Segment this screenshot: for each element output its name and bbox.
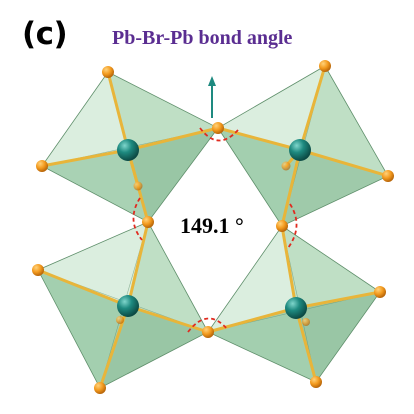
octahedron-bottom-right xyxy=(207,225,381,383)
br-atom xyxy=(32,264,44,276)
angle-marker-bottom xyxy=(187,317,229,333)
br-atom xyxy=(319,60,331,72)
br-atoms xyxy=(32,60,394,394)
br-atom xyxy=(310,376,322,388)
pb-atom xyxy=(289,139,311,161)
br-atom xyxy=(276,220,288,232)
pb-atom xyxy=(117,295,139,317)
panel-label: (c) xyxy=(22,16,68,52)
br-atom xyxy=(36,160,48,172)
br-atom xyxy=(102,66,114,78)
br-atom xyxy=(202,326,214,338)
br-atom xyxy=(94,382,106,394)
angle-markers xyxy=(132,127,298,333)
octahedron-top-left xyxy=(41,71,219,223)
pb-atoms xyxy=(117,139,311,319)
angle-marker-top xyxy=(199,127,239,142)
br-atom xyxy=(212,122,224,134)
br-atom xyxy=(382,170,394,182)
br-atom xyxy=(142,216,154,228)
pb-br-bonds xyxy=(36,64,390,390)
pb-atom xyxy=(117,139,139,161)
diagram-title: Pb-Br-Pb bond angle xyxy=(112,27,293,49)
angle-marker-left xyxy=(132,197,143,241)
pb-atom xyxy=(285,297,307,319)
arrow-up-icon xyxy=(208,76,216,118)
br-atoms-back xyxy=(116,161,310,326)
bond-angle-value: 149.1 ° xyxy=(180,213,244,238)
br-atom xyxy=(374,286,386,298)
angle-marker-right xyxy=(287,203,298,249)
